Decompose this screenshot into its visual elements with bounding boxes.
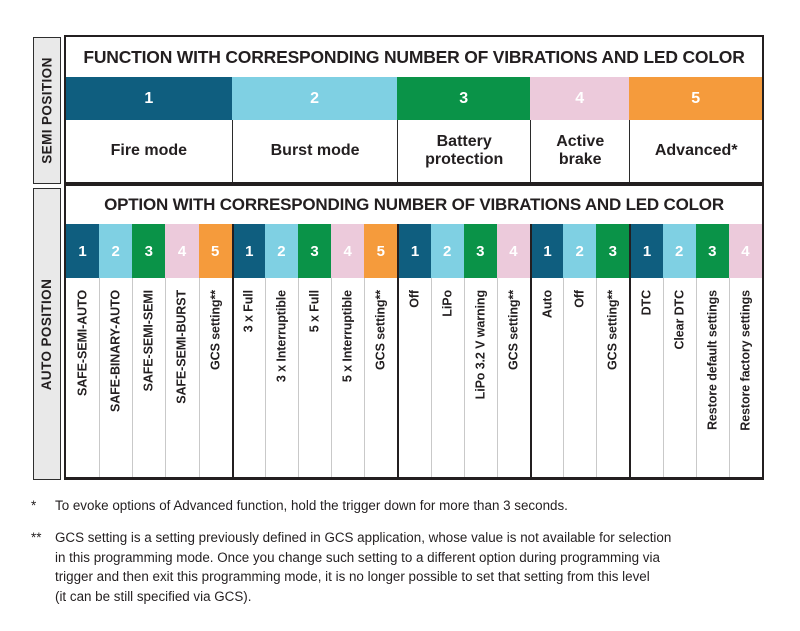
option-label-cell: 5 x Full — [297, 278, 332, 477]
option-number-cell: 3 — [596, 224, 630, 278]
option-number-cell: 3 — [297, 224, 332, 278]
semi-position-sidebar: SEMI POSITION — [33, 37, 61, 184]
function-number-cell: 3 — [397, 77, 530, 120]
option-label: LiPo 3.2 V warning — [473, 290, 488, 400]
option-label-cell: LiPo — [430, 278, 464, 477]
option-label: 5 x Interruptible — [340, 290, 355, 383]
option-label-row: SAFE-SEMI-AUTO SAFE-BINARY-AUTO SAFE-SEM… — [66, 278, 762, 477]
option-label-cell: 3 x Interruptible — [264, 278, 298, 477]
function-name-cell: Burst mode — [231, 120, 398, 182]
option-label: SAFE-SEMI-BURST — [174, 290, 189, 404]
option-number-cell: 3 — [132, 224, 166, 278]
function-name-cell: Battery protection — [397, 120, 530, 182]
footnote-marker: ** — [31, 530, 42, 545]
option-label: Auto — [540, 290, 555, 319]
option-label-cell: LiPo 3.2 V warning — [463, 278, 497, 477]
function-number-cell: 1 — [66, 77, 232, 120]
footnote-line: in this programming mode. Once you chang… — [55, 549, 660, 565]
option-label: SAFE-SEMI-AUTO — [75, 290, 90, 397]
function-name-row: Fire mode Burst mode Battery protection … — [66, 120, 762, 182]
option-label: Clear DTC — [672, 290, 687, 350]
option-label: SAFE-BINARY-AUTO — [108, 290, 123, 413]
option-label: Off — [407, 290, 422, 308]
option-number-cell: 1 — [231, 224, 265, 278]
option-label-cell: SAFE-SEMI-SEMI — [132, 278, 166, 477]
option-label-cell: 3 x Full — [231, 278, 265, 477]
function-number-cell: 5 — [629, 77, 762, 120]
option-number-cell: 2 — [563, 224, 597, 278]
option-number-strip: 1 2 3 4 5 1 2 3 4 5 1 2 3 4 1 2 3 1 2 3 … — [66, 224, 762, 278]
option-label: GCS setting** — [373, 290, 388, 370]
programming-table: FUNCTION WITH CORRESPONDING NUMBER OF VI… — [64, 35, 764, 480]
option-number-cell: 5 — [198, 224, 232, 278]
footnote-line: GCS setting is a setting previously defi… — [55, 530, 672, 545]
option-label-cell: GCS setting** — [198, 278, 232, 477]
option-header: OPTION WITH CORRESPONDING NUMBER OF VIBR… — [104, 195, 724, 214]
option-label: 3 x Interruptible — [274, 290, 289, 383]
option-number-cell: 2 — [264, 224, 298, 278]
option-number-cell: 3 — [463, 224, 497, 278]
auto-position-sidebar: AUTO POSITION — [33, 188, 61, 480]
function-number-strip: 1 2 3 4 5 — [66, 77, 762, 120]
option-label-cell: SAFE-SEMI-BURST — [165, 278, 199, 477]
footnote-text: GCS setting is a setting previously defi… — [55, 528, 671, 606]
footnote-gcs: ** GCS setting is a setting previously d… — [31, 528, 791, 606]
option-number-cell: 1 — [529, 224, 564, 278]
option-number-cell: 1 — [629, 224, 663, 278]
option-label-cell: Restore factory settings — [728, 278, 762, 477]
footnote-text: To evoke options of Advanced function, h… — [55, 498, 568, 513]
function-header: FUNCTION WITH CORRESPONDING NUMBER OF VI… — [83, 46, 745, 67]
option-number-cell: 4 — [331, 224, 365, 278]
function-name-cell: Fire mode — [110, 141, 188, 159]
section-divider — [66, 182, 762, 186]
option-number-cell: 4 — [496, 224, 530, 278]
option-label-cell: SAFE-SEMI-AUTO — [66, 278, 100, 477]
option-label-cell: 5 x Interruptible — [331, 278, 365, 477]
option-label-cell: Off — [397, 278, 431, 477]
semi-position-label: SEMI POSITION — [39, 57, 55, 164]
footnote-line: (it can be still specified via GCS). — [55, 588, 252, 604]
option-number-cell: 1 — [397, 224, 431, 278]
option-label-cell: Clear DTC — [662, 278, 696, 477]
option-label: Restore factory settings — [738, 290, 753, 431]
function-name-cell: Advanced* — [629, 120, 762, 182]
option-label-cell: SAFE-BINARY-AUTO — [99, 278, 133, 477]
option-number-cell: 2 — [430, 224, 464, 278]
footnote-line: trigger and then exit this programming m… — [55, 569, 650, 584]
function-number-cell: 2 — [231, 77, 398, 120]
option-number-cell: 2 — [662, 224, 696, 278]
option-label-cell: Off — [563, 278, 597, 477]
option-label-cell: GCS setting** — [496, 278, 530, 477]
option-label: Restore default settings — [705, 290, 720, 430]
option-label-cell: DTC — [629, 278, 663, 477]
option-label: GCS setting** — [208, 290, 223, 370]
option-label-cell: GCS setting** — [364, 278, 398, 477]
option-label: GCS setting** — [506, 290, 521, 370]
option-label: Off — [572, 290, 587, 308]
option-label: GCS setting** — [605, 290, 620, 370]
function-name-cell: Active brake — [529, 120, 629, 182]
option-number-cell: 4 — [165, 224, 199, 278]
option-label: LiPo — [440, 290, 455, 317]
option-number-cell: 5 — [364, 224, 398, 278]
option-label-cell: GCS setting** — [596, 278, 630, 477]
option-label: SAFE-SEMI-SEMI — [141, 290, 156, 392]
option-number-cell: 4 — [728, 224, 762, 278]
footnote-marker: * — [31, 498, 37, 513]
option-label: 3 x Full — [241, 290, 256, 333]
option-number-cell: 1 — [66, 224, 100, 278]
option-number-cell: 2 — [99, 224, 133, 278]
option-label: DTC — [639, 290, 654, 316]
option-label-cell: Auto — [529, 278, 564, 477]
option-number-cell: 3 — [695, 224, 729, 278]
function-number-cell: 4 — [529, 77, 630, 120]
footnote-advanced: * To evoke options of Advanced function,… — [31, 496, 776, 516]
auto-position-label: AUTO POSITION — [39, 278, 55, 390]
option-label-cell: Restore default settings — [695, 278, 729, 477]
option-label: 5 x Full — [307, 290, 322, 333]
